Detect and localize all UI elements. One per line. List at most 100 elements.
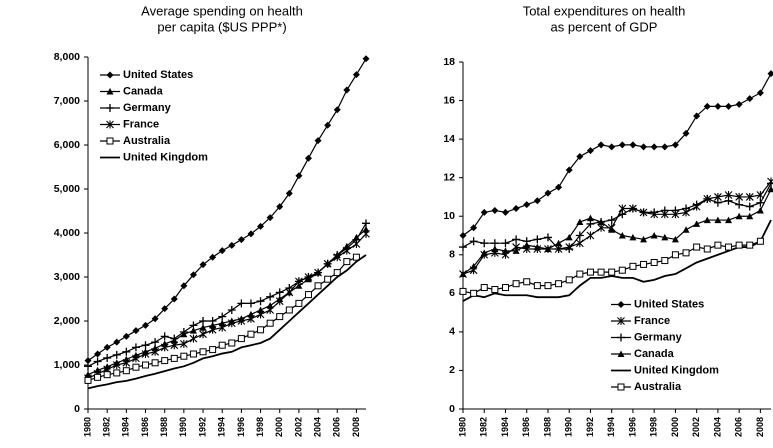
y-tick-label: 6,000 [54,139,80,151]
x-tick-label: 1984 [500,417,510,437]
series-line [87,254,367,390]
legend-marker [617,301,625,308]
data-point [94,350,102,358]
data-point [352,240,361,248]
y-tick-label: 6 [449,287,455,299]
data-point [533,235,542,244]
data-point [565,276,573,284]
data-point [132,363,140,371]
legend-label: United Kingdom [123,151,208,163]
data-point [491,206,499,214]
legend-marker [106,71,114,79]
data-point [661,233,669,241]
data-point [608,226,616,233]
data-point [618,266,626,274]
data-point [304,154,312,162]
data-point [703,245,711,253]
data-point [725,102,733,110]
data-point [314,137,322,145]
y-tick-label: 8,000 [54,51,80,63]
x-tick-label: 1980 [82,417,92,437]
data-point [256,297,265,306]
y-tick-label: 5,000 [54,183,80,195]
x-tick-label: 1992 [197,417,207,437]
data-point [501,284,509,292]
data-point [180,352,188,360]
data-point [142,361,150,369]
x-tick-label: 1986 [521,417,531,437]
data-point [512,205,520,213]
series-line [87,233,367,379]
data-point [170,341,179,350]
x-tick-label: 1996 [236,417,246,437]
data-point [362,55,370,63]
data-point [237,335,245,343]
legend-label: Germany [123,102,172,114]
data-point [660,206,669,215]
data-point [362,219,370,228]
data-point [189,334,198,343]
y-tick-label: 1,000 [54,359,80,371]
y-tick-label: 14 [443,133,455,145]
data-point [227,319,236,328]
data-point [122,358,131,367]
legend-label: France [123,118,159,130]
data-point [661,257,669,265]
data-point [266,319,274,327]
data-point [266,214,274,222]
data-point [555,183,563,191]
data-point [256,310,265,319]
x-tick-label: 1984 [121,417,131,437]
data-point [703,102,711,110]
data-point [122,347,131,356]
data-point [586,147,594,155]
data-point [84,357,92,365]
x-tick-label: 2000 [670,417,680,437]
legend-label: United States [123,69,193,81]
y-tick-label: 10 [443,210,455,222]
data-point [491,245,499,252]
data-point [575,231,584,240]
data-point [103,353,112,362]
data-point [735,192,744,201]
data-point [640,235,648,243]
data-point [276,203,284,211]
data-point [343,86,351,94]
data-point [275,297,284,306]
data-point [682,204,691,213]
data-point [512,235,521,244]
data-point [714,241,722,249]
chart-title: as percent of GDP [551,19,658,34]
data-point [767,70,773,78]
series-line [462,181,772,275]
x-tick-label: 1988 [159,417,169,437]
data-point [333,269,341,277]
y-tick-label: 16 [443,94,455,106]
data-point [218,341,226,349]
y-tick-label: 0 [74,403,80,415]
data-point [725,216,733,224]
data-point [543,233,552,242]
data-point [650,232,658,239]
data-point [141,341,150,350]
series-line [462,183,772,250]
data-point [640,260,648,268]
data-point [295,299,303,307]
x-tick-label: 1982 [479,417,489,437]
x-tick-label: 2000 [274,417,284,437]
data-point [608,143,616,151]
legend-marker [617,317,625,325]
data-point [218,247,226,255]
x-tick-label: 1996 [627,417,637,437]
data-point [725,243,733,251]
data-point [122,332,130,340]
data-point [122,367,130,375]
data-point [276,313,284,321]
y-tick-label: 4 [449,326,455,338]
x-tick-label: 2002 [691,417,701,437]
data-point [295,282,303,289]
data-point [586,214,594,222]
y-tick-label: 7,000 [54,95,80,107]
data-point [113,338,121,346]
data-point [285,288,294,297]
